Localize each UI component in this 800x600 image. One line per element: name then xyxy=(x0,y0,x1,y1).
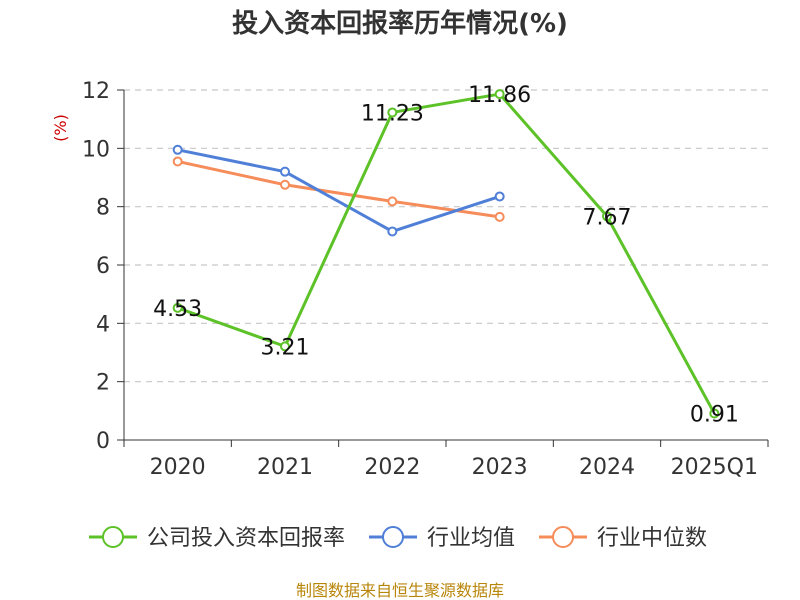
legend-label: 行业中位数 xyxy=(597,526,707,551)
data-point xyxy=(172,156,183,167)
data-label: 11.86 xyxy=(468,83,531,108)
x-tick-label: 2022 xyxy=(364,455,420,480)
legend-marker xyxy=(382,526,404,548)
chart-title: 投入资本回报率历年情况(%) xyxy=(232,8,568,39)
y-tick-label: 10 xyxy=(82,137,110,162)
data-point xyxy=(280,341,290,352)
data-label: 11.23 xyxy=(361,101,424,126)
x-tick-label: 2021 xyxy=(257,455,313,480)
series-行业均值 xyxy=(172,144,505,237)
legend-marker xyxy=(102,526,124,548)
x-tick-label: 2020 xyxy=(150,455,206,480)
series-line xyxy=(177,148,501,233)
legend-item: 行业均值 xyxy=(369,526,515,551)
data-point xyxy=(387,107,398,118)
y-axis-label: (%) xyxy=(51,114,70,142)
data-point xyxy=(280,179,290,190)
data-point xyxy=(494,211,505,222)
legend-item: 公司投入资本回报率 xyxy=(89,526,345,551)
axes: 0 2 4 6 8 10 12 2020 2021 2022 2023 2024 2025Q1 xyxy=(82,79,769,480)
data-label: 0.91 xyxy=(690,402,739,427)
data-point xyxy=(280,166,290,177)
grid xyxy=(124,89,768,383)
data-labels: 4.53 3.21 11.23 11.86 7.67 0.91 xyxy=(153,83,739,427)
data-point xyxy=(387,196,398,207)
series-line xyxy=(177,92,716,415)
data-label: 7.67 xyxy=(583,205,632,230)
x-tick-label: 2023 xyxy=(472,455,528,480)
series-group xyxy=(172,89,720,419)
legend: 公司投入资本回报率 行业均值 行业中位数 xyxy=(89,526,707,551)
data-point xyxy=(387,226,398,237)
data-point xyxy=(709,408,720,419)
series-公司投入资本回报率 xyxy=(172,89,720,419)
legend-item: 行业中位数 xyxy=(539,526,707,551)
legend-label: 行业均值 xyxy=(427,526,515,551)
data-label: 4.53 xyxy=(153,297,202,322)
y-tick-label: 2 xyxy=(96,371,110,396)
source-note: 制图数据来自恒生聚源数据库 xyxy=(296,581,504,600)
x-tick-label: 2024 xyxy=(579,455,635,480)
data-point xyxy=(172,302,183,313)
y-tick-label: 0 xyxy=(96,429,110,454)
y-tick-label: 6 xyxy=(96,254,110,279)
series-行业中位数 xyxy=(172,156,505,222)
data-label: 3.21 xyxy=(261,335,310,360)
y-tick-label: 8 xyxy=(96,196,110,221)
y-tick-label: 4 xyxy=(96,312,110,337)
data-point xyxy=(494,191,505,202)
data-point xyxy=(172,144,183,155)
data-point xyxy=(494,89,505,100)
series-line xyxy=(177,159,500,219)
x-tick-label: 2025Q1 xyxy=(671,455,758,480)
data-point xyxy=(602,211,612,222)
legend-marker xyxy=(552,526,574,548)
legend-label: 公司投入资本回报率 xyxy=(147,526,345,551)
y-tick-label: 12 xyxy=(82,79,110,104)
